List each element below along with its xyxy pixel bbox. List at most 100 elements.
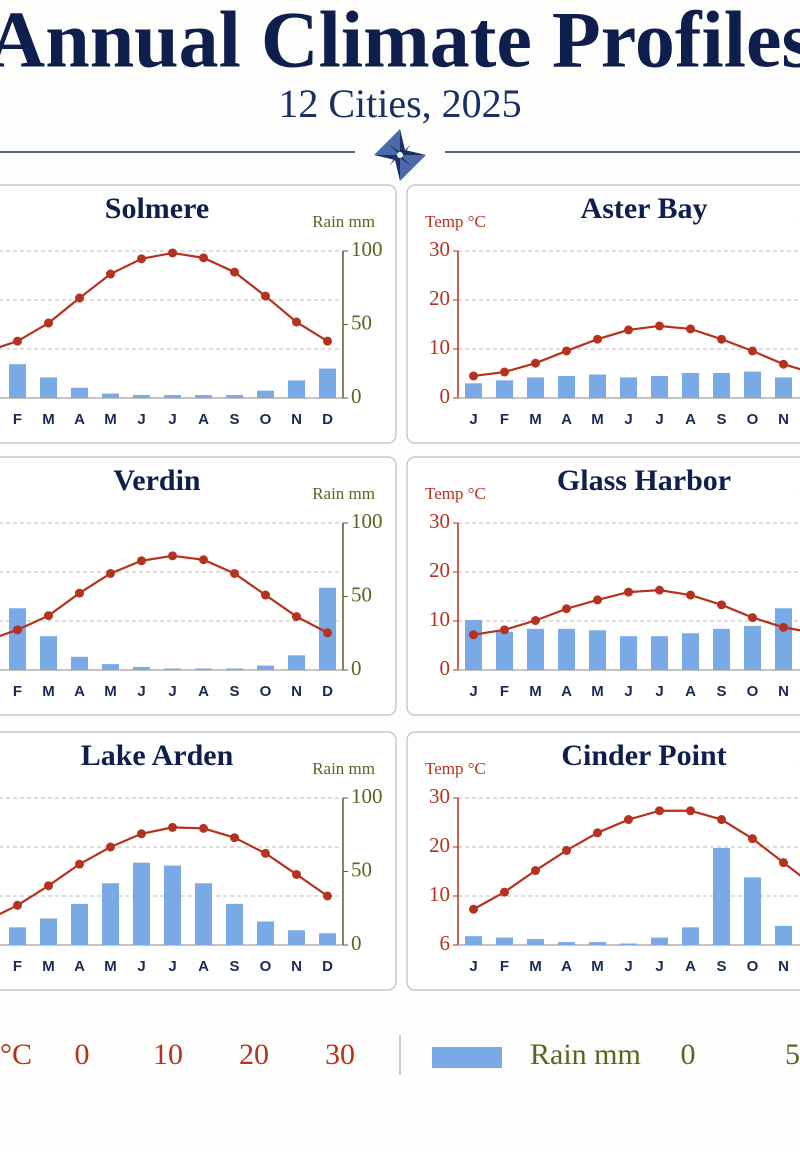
rain-bar bbox=[40, 636, 57, 670]
temp-point bbox=[500, 887, 509, 897]
rain-bar bbox=[589, 630, 606, 670]
rain-bar bbox=[195, 668, 212, 670]
x-tick-label: F bbox=[500, 683, 509, 700]
climate-panel: SolmereTemp °CRain mm0102030050100JFMAMJ… bbox=[0, 184, 397, 444]
rain-bar bbox=[195, 395, 212, 398]
x-tick-label: S bbox=[716, 958, 726, 975]
rain-bar bbox=[527, 377, 544, 398]
y2-tick-label: 0 bbox=[351, 931, 362, 955]
x-tick-label: N bbox=[291, 958, 302, 975]
panel-frame bbox=[406, 731, 800, 991]
temp-point bbox=[168, 822, 177, 832]
x-tick-label: N bbox=[291, 411, 302, 428]
x-tick-label: J bbox=[168, 683, 176, 700]
x-tick-label: J bbox=[137, 411, 145, 428]
x-tick-label: A bbox=[685, 958, 696, 975]
x-tick-label: J bbox=[469, 683, 477, 700]
page-subtitle: 12 Cities, 2025 bbox=[278, 81, 521, 126]
temp-point bbox=[292, 612, 301, 622]
x-tick-label: J bbox=[168, 411, 176, 428]
temp-point bbox=[199, 253, 208, 263]
rain-bar bbox=[465, 936, 482, 945]
y-axis-label: Temp °C bbox=[425, 212, 486, 231]
rain-bar bbox=[257, 921, 274, 945]
rain-bar bbox=[195, 883, 212, 945]
x-tick-label: M bbox=[529, 411, 542, 428]
y-tick-label: 20 bbox=[429, 558, 450, 582]
temp-point bbox=[779, 359, 788, 369]
x-tick-label: J bbox=[137, 958, 145, 975]
temp-point bbox=[655, 806, 664, 816]
panel-frame bbox=[0, 184, 397, 444]
rain-bar bbox=[71, 903, 88, 945]
y-tick-label: 30 bbox=[429, 237, 450, 261]
x-tick-label: A bbox=[198, 411, 209, 428]
temp-point bbox=[13, 336, 22, 346]
temp-point bbox=[106, 269, 115, 279]
temp-point bbox=[500, 367, 509, 377]
temp-point bbox=[686, 806, 695, 816]
x-tick-label: O bbox=[747, 958, 759, 975]
panel-title: Cinder Point bbox=[561, 739, 726, 772]
temp-point bbox=[593, 595, 602, 605]
y2-tick-label: 100 bbox=[351, 237, 383, 261]
temp-point bbox=[106, 842, 115, 852]
temp-point bbox=[779, 622, 788, 632]
rain-bar bbox=[102, 664, 119, 670]
temp-point bbox=[323, 628, 332, 638]
y-tick-label: 20 bbox=[429, 286, 450, 310]
legend-temp-tick: 0 bbox=[75, 1038, 90, 1071]
rain-bar bbox=[651, 636, 668, 670]
rain-bar bbox=[682, 927, 699, 945]
x-tick-label: J bbox=[624, 411, 632, 428]
rain-bar bbox=[465, 620, 482, 670]
rain-bar bbox=[496, 380, 513, 398]
x-tick-label: M bbox=[591, 411, 604, 428]
temp-point bbox=[168, 551, 177, 561]
x-tick-label: F bbox=[13, 411, 22, 428]
x-tick-label: N bbox=[778, 683, 789, 700]
rain-bar bbox=[775, 377, 792, 398]
x-tick-label: S bbox=[229, 958, 239, 975]
temp-point bbox=[469, 371, 478, 381]
rain-bar bbox=[319, 933, 336, 945]
temp-point bbox=[655, 321, 664, 331]
x-tick-label: A bbox=[685, 411, 696, 428]
temp-point bbox=[261, 291, 270, 301]
temp-point bbox=[199, 823, 208, 833]
legend-temp-tick: 30 bbox=[325, 1038, 355, 1071]
temp-line bbox=[0, 251, 329, 349]
rain-bar bbox=[164, 668, 181, 670]
temp-point bbox=[748, 613, 757, 623]
rain-bar bbox=[651, 937, 668, 945]
rain-bar bbox=[40, 918, 57, 945]
panel-frame bbox=[406, 184, 800, 444]
x-tick-label: A bbox=[198, 958, 209, 975]
x-tick-label: M bbox=[104, 411, 117, 428]
x-tick-label: M bbox=[42, 683, 55, 700]
rain-bar bbox=[226, 668, 243, 670]
rain-bar bbox=[319, 368, 336, 398]
rain-bar bbox=[682, 373, 699, 398]
rain-bar bbox=[71, 656, 88, 670]
x-tick-label: A bbox=[198, 683, 209, 700]
x-tick-label: M bbox=[591, 958, 604, 975]
x-tick-label: J bbox=[655, 683, 663, 700]
x-tick-label: J bbox=[624, 958, 632, 975]
x-tick-label: S bbox=[716, 411, 726, 428]
x-tick-label: F bbox=[500, 958, 509, 975]
temp-point bbox=[593, 828, 602, 838]
y-axis-label: Temp °C bbox=[425, 484, 486, 503]
temp-point bbox=[531, 358, 540, 368]
x-tick-label: M bbox=[42, 411, 55, 428]
temp-point bbox=[230, 568, 239, 578]
rain-bar bbox=[102, 883, 119, 945]
temp-point bbox=[686, 324, 695, 334]
x-tick-label: S bbox=[229, 411, 239, 428]
climate-panel: VerdinTemp °CRain mm0102030050100JFMAMJJ… bbox=[0, 456, 397, 716]
temp-line bbox=[473, 589, 800, 636]
temp-point bbox=[531, 866, 540, 876]
x-tick-label: A bbox=[685, 683, 696, 700]
temp-point bbox=[562, 845, 571, 855]
